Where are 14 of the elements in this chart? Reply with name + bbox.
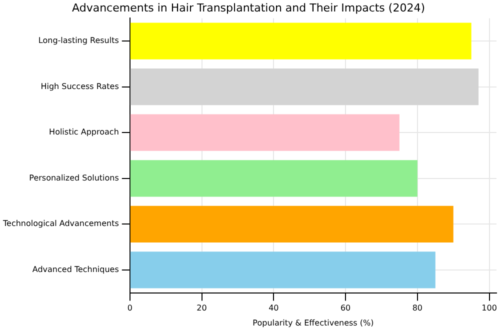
y-tick-label: Holistic Approach bbox=[49, 128, 119, 137]
x-tick-label: 80 bbox=[412, 304, 423, 313]
chart-title: Advancements in Hair Transplantation and Their Impacts (2024) bbox=[72, 1, 425, 14]
x-tick-label: 100 bbox=[482, 304, 497, 313]
y-tick-label: High Success Rates bbox=[40, 82, 119, 91]
x-tick-label: 0 bbox=[127, 304, 132, 313]
y-tick-label: Long-lasting Results bbox=[38, 36, 119, 46]
x-axis-title: Popularity & Effectiveness (%) bbox=[252, 318, 374, 328]
y-tick-label: Advanced Techniques bbox=[32, 264, 119, 274]
y-tick-label: Technological Advancements bbox=[2, 219, 119, 228]
x-tick-label: 20 bbox=[196, 304, 207, 313]
y-tick-label: Personalized Solutions bbox=[29, 173, 119, 182]
x-tick-label: 60 bbox=[340, 304, 351, 313]
x-tick-label: 40 bbox=[268, 304, 279, 313]
